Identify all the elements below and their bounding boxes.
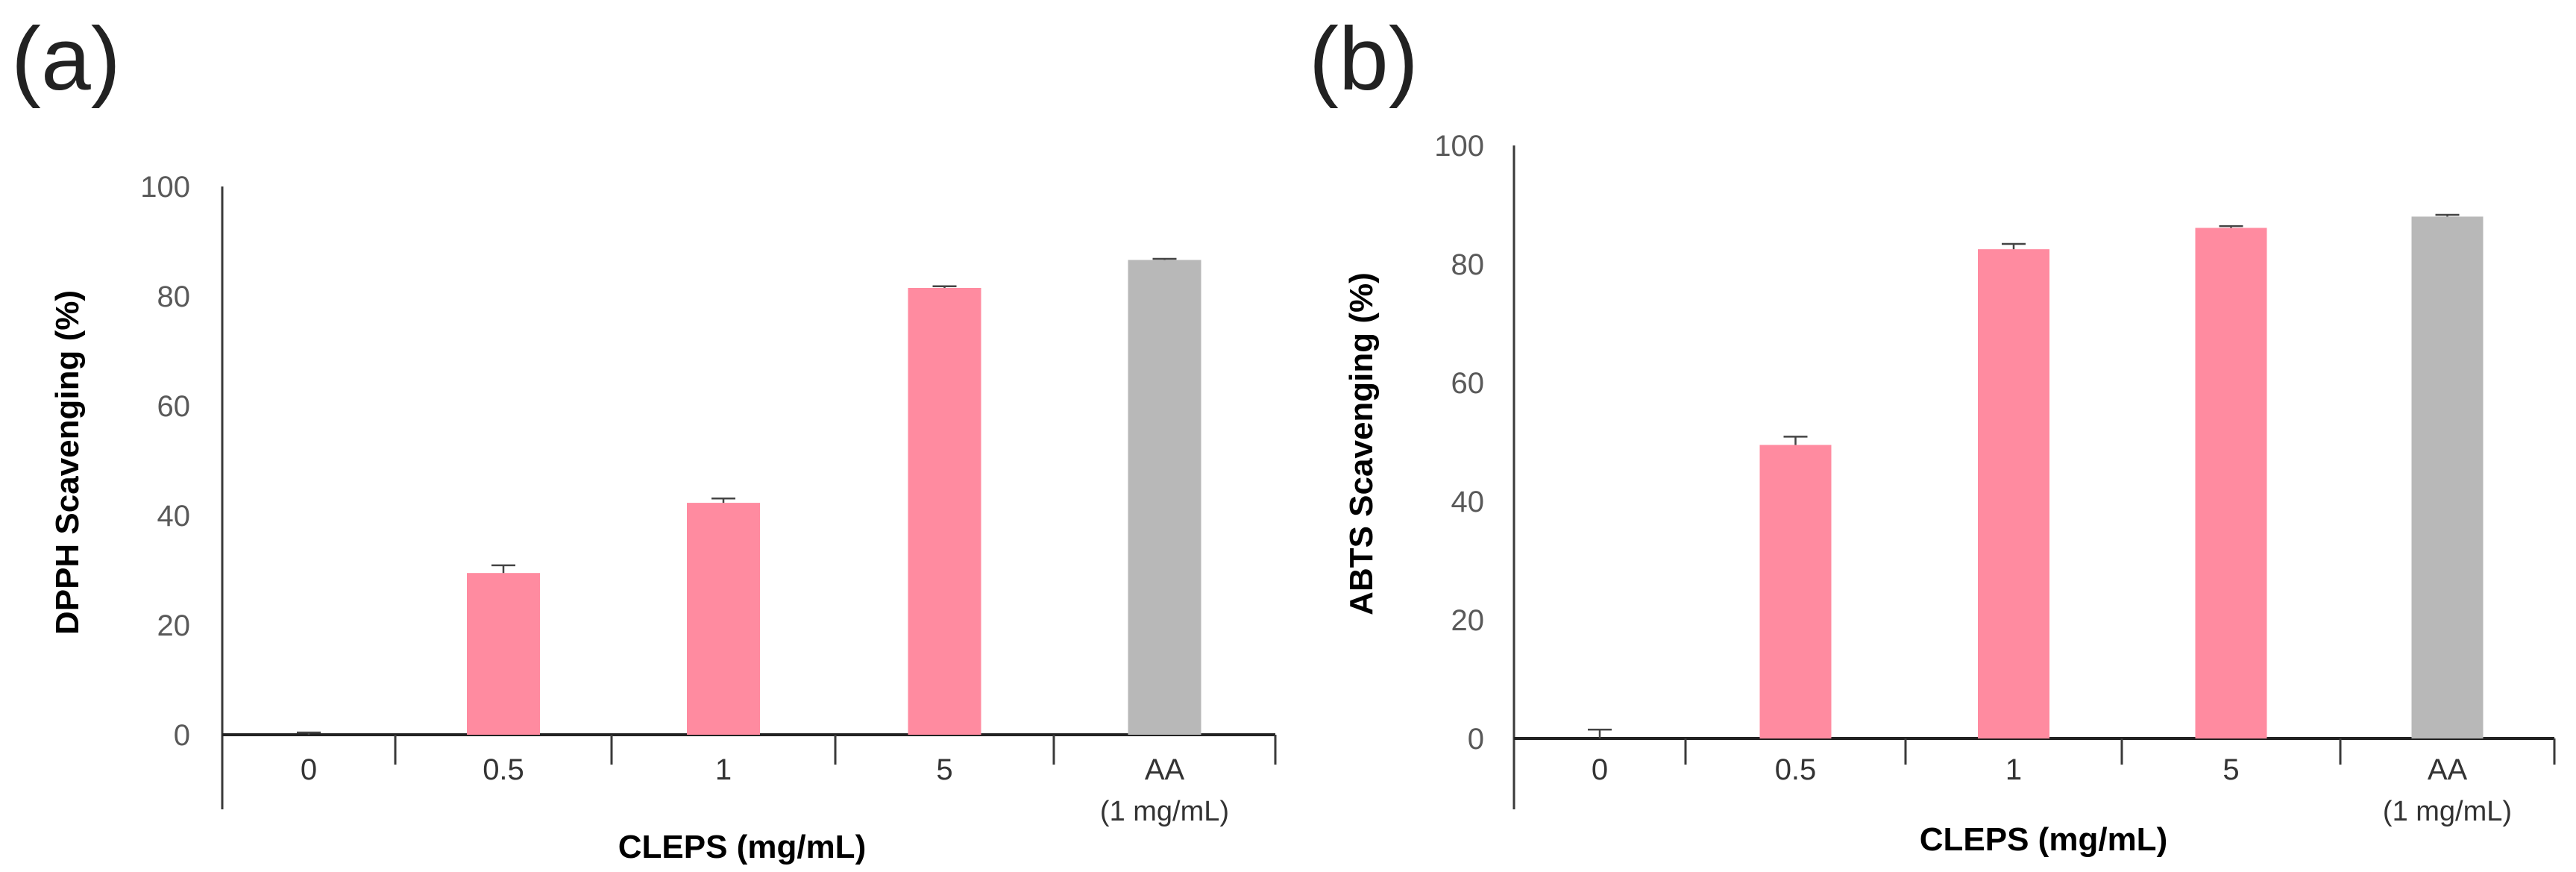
x-tick-sublabel: (1 mg/mL) bbox=[1100, 796, 1229, 827]
x-tick-label: 0 bbox=[1592, 753, 1608, 786]
y-tick-label: 80 bbox=[1451, 248, 1485, 281]
x-tick-sublabel: (1 mg/mL) bbox=[2383, 796, 2512, 827]
bar-5 bbox=[908, 287, 981, 735]
bar-0.5 bbox=[1759, 445, 1832, 738]
y-tick-label: 80 bbox=[157, 280, 191, 313]
bar-1 bbox=[1978, 249, 2049, 738]
y-axis-title: DPPH Scavenging (%) bbox=[49, 290, 86, 635]
panel-label: (a) bbox=[11, 9, 121, 109]
bar-0.5 bbox=[467, 573, 540, 735]
y-tick-label: 100 bbox=[140, 171, 190, 204]
x-axis-title: CLEPS (mg/mL) bbox=[1920, 821, 2167, 858]
x-tick-label: 5 bbox=[936, 753, 952, 786]
y-tick-label: 0 bbox=[1468, 723, 1484, 756]
x-tick-label: 1 bbox=[715, 753, 732, 786]
y-tick-label: 60 bbox=[1451, 367, 1485, 400]
y-axis-title: ABTS Scavenging (%) bbox=[1343, 272, 1380, 615]
x-tick-label: AA bbox=[2428, 753, 2468, 786]
x-axis-title: CLEPS (mg/mL) bbox=[618, 829, 866, 865]
y-tick-label: 100 bbox=[1434, 130, 1484, 163]
bar-AA bbox=[2411, 216, 2484, 738]
chart-panel-b: (b) 0 20 40 60 80 100 0 0.5 1 5 AA (1 mg/mL) CLEPS (m… bbox=[1309, 9, 2556, 858]
chart-panel-a: (a) 0 20 40 60 80 100 0 0.5 1 5 AA (1 mg/mL) CLEPS (m… bbox=[11, 9, 1277, 865]
y-tick-label: 60 bbox=[157, 390, 191, 423]
x-tick-label: AA bbox=[1145, 753, 1185, 786]
y-tick-label: 0 bbox=[174, 719, 190, 752]
y-tick-label: 20 bbox=[1451, 604, 1485, 637]
bar-1 bbox=[687, 503, 760, 735]
x-tick-label: 1 bbox=[2005, 753, 2022, 786]
bar-AA bbox=[1128, 260, 1201, 735]
x-tick-label: 0.5 bbox=[1775, 753, 1817, 786]
x-tick-label: 5 bbox=[2222, 753, 2239, 786]
x-tick-label: 0 bbox=[301, 753, 317, 786]
panel-label: (b) bbox=[1309, 9, 1419, 109]
y-tick-label: 40 bbox=[157, 500, 191, 533]
x-tick-label: 0.5 bbox=[483, 753, 524, 786]
y-tick-label: 20 bbox=[157, 609, 191, 642]
bar-5 bbox=[2195, 228, 2267, 738]
y-tick-label: 40 bbox=[1451, 486, 1485, 518]
